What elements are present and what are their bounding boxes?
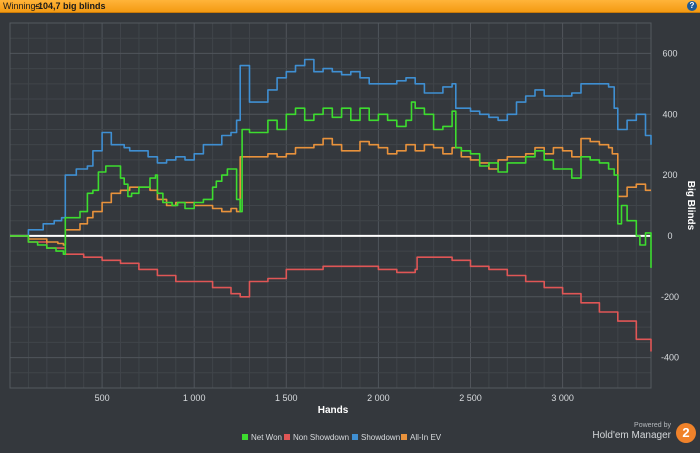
x-tick-label: 3 000 — [551, 393, 574, 403]
legend-swatch-net-won — [242, 434, 248, 440]
legend-label-showdown: Showdown — [361, 433, 400, 442]
y-axis-label: Big Blinds — [685, 181, 696, 231]
y-tick-label: 200 — [662, 170, 677, 180]
hm2-logo: Powered by Hold'em Manager 2 — [584, 422, 696, 444]
winnings-value: -104,7 big blinds — [35, 1, 106, 11]
legend-label-all-in-ev: All-In EV — [410, 433, 442, 442]
y-tick-label: -400 — [661, 353, 679, 363]
series-line-all-in-ev — [10, 137, 651, 246]
powered-by-text: Powered by — [634, 422, 671, 429]
x-tick-label: 1 000 — [183, 393, 206, 403]
legend-label-non-showdown: Non Showdown — [293, 433, 349, 442]
x-tick-label: 500 — [95, 393, 110, 403]
holdem-manager-text: Hold'em Manager — [592, 430, 671, 441]
help-icon[interactable]: ? — [687, 1, 697, 11]
series-line-net-won — [10, 101, 652, 268]
legend-swatch-all-in-ev — [401, 434, 407, 440]
legend-label-net-won: Net Won — [251, 433, 282, 442]
x-tick-label: 1 500 — [275, 393, 298, 403]
x-tick-label: 2 000 — [367, 393, 390, 403]
x-tick-label: 2 500 — [459, 393, 482, 403]
y-tick-label: 400 — [662, 109, 677, 119]
x-tick-labels: 500 1 000 1 500 2 000 2 500 3 000 — [95, 393, 574, 403]
winnings-graph: 500 1 000 1 500 2 000 2 500 3 000 -400 -200 0 20… — [0, 13, 700, 448]
chart-background — [0, 13, 700, 448]
y-tick-label: -200 — [661, 292, 679, 302]
y-tick-labels: -400 -200 0 200 400 600 — [661, 48, 679, 362]
legend-swatch-non-showdown — [284, 434, 290, 440]
series-line-non-showdown — [10, 235, 652, 352]
y-tick-label: 0 — [667, 231, 672, 241]
title-bar: Winnings: -104,7 big blinds ? — [0, 0, 700, 13]
series-lines — [10, 58, 652, 352]
legend-swatch-showdown — [352, 434, 358, 440]
plot-border — [9, 22, 652, 389]
series-line-showdown — [10, 58, 652, 237]
legend: Net Won Non Showdown Showdown All-In EV — [242, 433, 442, 442]
chart-svg: 500 1 000 1 500 2 000 2 500 3 000 -400 -200 0 20… — [0, 13, 700, 448]
y-tick-label: 600 — [662, 48, 677, 58]
hm2-badge-icon: 2 — [676, 423, 696, 443]
winnings-label: Winnings: — [3, 1, 43, 11]
x-axis-label: Hands — [318, 405, 349, 416]
